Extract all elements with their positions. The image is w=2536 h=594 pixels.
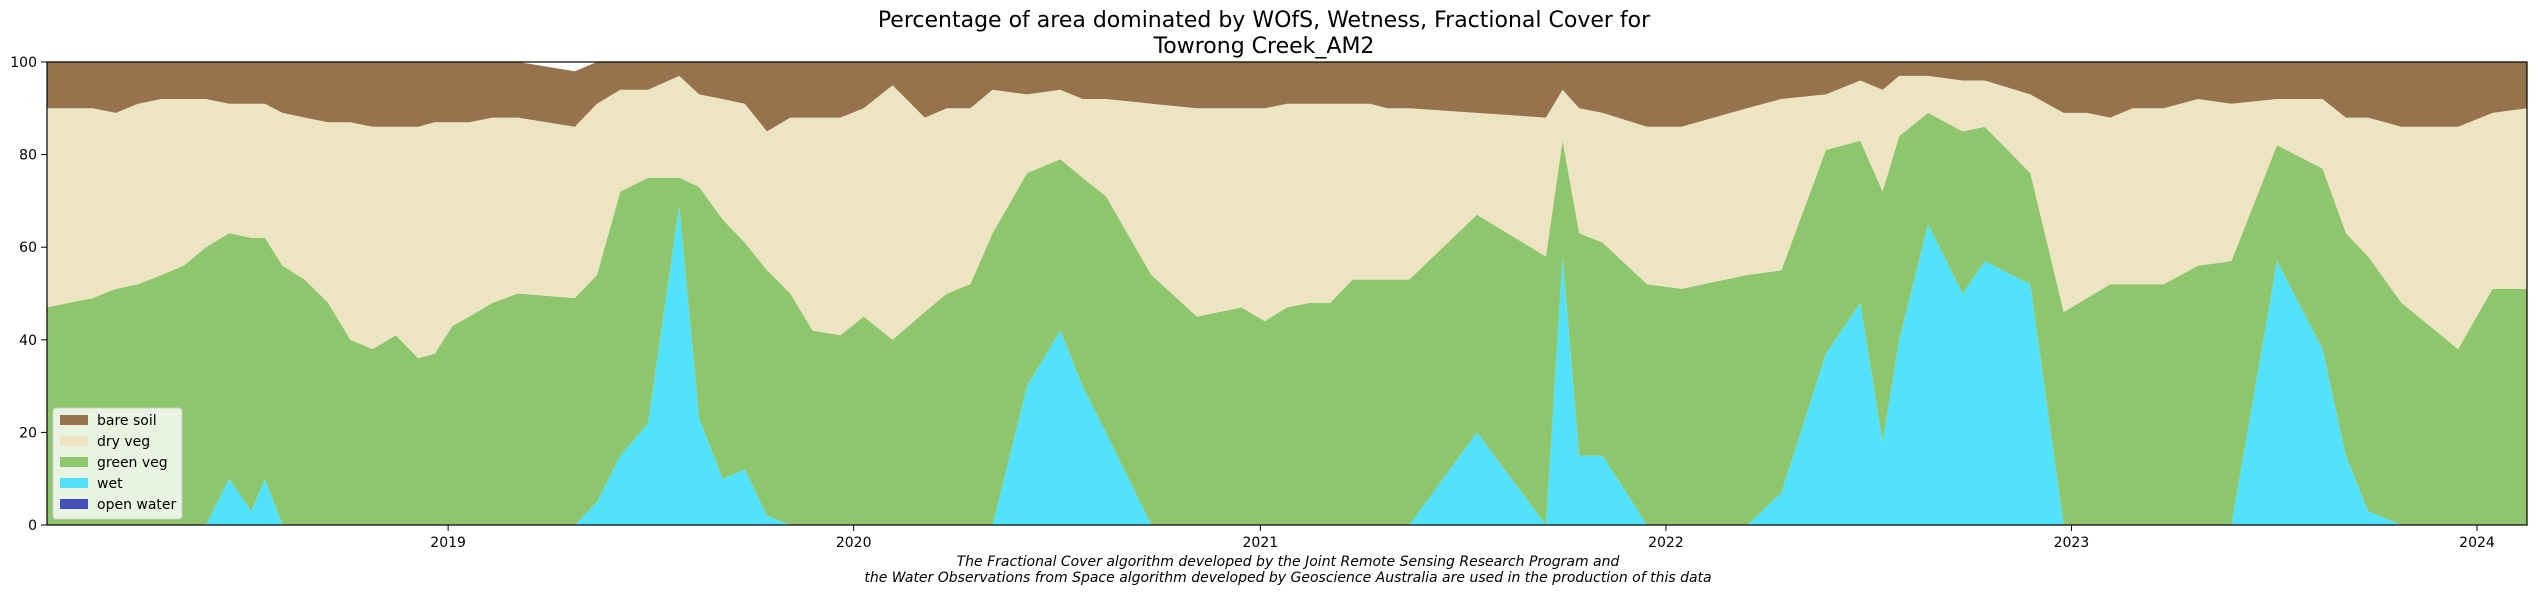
caption-line-1: The Fractional Cover algorithm developed… <box>957 554 1620 570</box>
legend-swatch <box>60 478 88 488</box>
x-tick-label: 2019 <box>430 535 466 551</box>
y-tick-label: 40 <box>19 333 37 349</box>
legend-swatch <box>60 415 88 425</box>
legend-label: wet <box>97 476 123 492</box>
x-axis: 2019 2020 2021 2022 2023 2024 <box>430 525 2495 551</box>
x-tick-label: 2022 <box>1648 535 1684 551</box>
area-wet <box>47 205 2527 525</box>
x-tick-label: 2024 <box>2459 535 2495 551</box>
legend-swatch <box>60 499 88 509</box>
y-tick-label: 20 <box>19 425 37 441</box>
chart-title: Percentage of area dominated by WOfS, We… <box>878 8 1651 33</box>
legend-label: bare soil <box>97 413 157 429</box>
x-tick-label: 2021 <box>1243 535 1279 551</box>
x-tick-label: 2023 <box>2054 535 2090 551</box>
legend-box <box>52 407 183 520</box>
y-tick-label: 100 <box>10 55 37 71</box>
y-tick-label: 0 <box>28 518 37 534</box>
legend: bare soil dry veg green veg wet open water <box>52 407 183 520</box>
legend-swatch <box>60 436 88 446</box>
plot-area <box>47 62 2527 526</box>
y-axis: 0 20 40 60 80 100 <box>10 55 47 534</box>
y-tick-label: 80 <box>19 148 37 164</box>
legend-label: dry veg <box>97 434 150 450</box>
area-bare-soil <box>47 62 2527 132</box>
y-tick-label: 60 <box>19 240 37 256</box>
chart-subtitle: Towrong Creek_AM2 <box>1153 34 1375 59</box>
caption-line-2: the Water Observations from Space algori… <box>864 570 1711 586</box>
x-tick-label: 2020 <box>836 535 872 551</box>
area-dry-veg <box>47 75 2527 359</box>
legend-label: open water <box>97 497 177 513</box>
area-green-veg <box>47 112 2527 526</box>
plot-frame <box>46 61 2528 526</box>
legend-swatch <box>60 457 88 467</box>
legend-label: green veg <box>97 455 168 471</box>
